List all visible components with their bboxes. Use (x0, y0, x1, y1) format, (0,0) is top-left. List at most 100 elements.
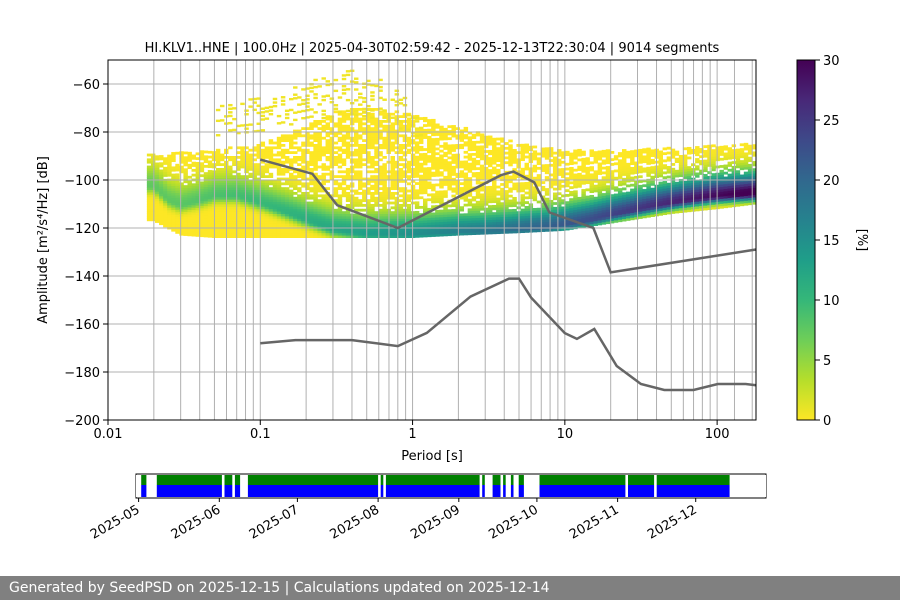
heatmap-cell (317, 165, 322, 169)
heatmap-cell (345, 98, 351, 102)
heatmap-cell (597, 184, 603, 187)
heatmap-cell (573, 183, 578, 186)
heatmap-cell (642, 150, 647, 154)
heatmap-cell (439, 228, 444, 232)
heatmap-cell (345, 109, 351, 113)
heatmap-cell (366, 170, 371, 174)
heatmap-cell (390, 194, 395, 198)
heatmap-cell (195, 193, 201, 197)
heatmap-cell (630, 191, 635, 194)
heatmap-cell (573, 223, 578, 227)
heatmap-cell (155, 198, 160, 202)
heatmap-cell (219, 213, 225, 217)
heatmap-cell (719, 157, 724, 161)
heatmap-cell (280, 216, 286, 219)
heatmap-cell (451, 230, 456, 234)
heatmap-cell (483, 150, 489, 153)
heatmap-cell (353, 151, 359, 154)
heatmap-cell (155, 169, 160, 173)
heatmap-cell (353, 189, 359, 193)
heatmap-cell (207, 215, 213, 219)
heatmap-cell (150, 153, 156, 157)
heatmap-cell (175, 190, 180, 194)
heatmap-cell (508, 225, 513, 229)
heatmap-cell (146, 196, 152, 200)
heatmap-cell (228, 172, 233, 176)
heatmap-cell (309, 144, 314, 147)
heatmap-cell (455, 218, 460, 222)
heatmap-cell (601, 171, 607, 175)
heatmap-cell (150, 201, 156, 205)
heatmap-cell (439, 132, 444, 136)
heatmap-cell (179, 211, 184, 215)
heatmap-cell (366, 134, 371, 138)
heatmap-cell (674, 203, 680, 207)
heatmap-cell (731, 185, 737, 188)
heatmap-cell (301, 172, 306, 176)
heatmap-cell (252, 206, 257, 210)
heatmap-cell (329, 208, 335, 212)
heatmap-cell (418, 179, 424, 183)
heatmap-cell (414, 206, 420, 209)
heatmap-cell (329, 235, 335, 238)
heatmap-cell (557, 199, 562, 203)
heatmap-cell (345, 124, 351, 128)
heatmap-cell (167, 209, 172, 213)
heatmap-cell (585, 157, 590, 161)
heatmap-cell (337, 194, 343, 198)
heatmap-cell (439, 233, 444, 237)
heatmap-cell (739, 176, 745, 180)
heatmap-cell (508, 223, 513, 227)
heatmap-cell (353, 136, 359, 140)
heatmap-cell (179, 153, 184, 157)
heatmap-cell (370, 184, 375, 188)
heatmap-cell (244, 182, 249, 186)
heatmap-cell (674, 157, 680, 161)
heatmap-cell (248, 105, 253, 108)
heatmap-cell (187, 211, 192, 215)
heatmap-cell (475, 152, 481, 156)
heatmap-cell (414, 158, 420, 161)
heatmap-cell (496, 190, 501, 194)
heatmap-cell (215, 170, 221, 174)
heatmap-cell (394, 151, 400, 154)
heatmap-cell (333, 208, 339, 212)
heatmap-cell (751, 161, 757, 164)
heatmap-cell (508, 201, 513, 205)
heatmap-cell (524, 196, 529, 200)
heatmap-cell (317, 223, 322, 226)
heatmap-cell (678, 195, 684, 199)
heatmap-cell (552, 218, 558, 222)
heatmap-cell (699, 172, 704, 175)
heatmap-cell (362, 177, 367, 181)
x-tick-label: 0.1 (250, 427, 271, 442)
heatmap-cell (219, 230, 225, 234)
heatmap-cell (662, 193, 668, 196)
heatmap-cell (394, 141, 400, 145)
heatmap-cell (228, 204, 233, 207)
heatmap-cell (179, 232, 184, 236)
heatmap-cell (699, 179, 704, 183)
heatmap-cell (244, 192, 249, 195)
heatmap-cell (341, 211, 347, 214)
heatmap-cell (532, 164, 538, 168)
heatmap-cell (252, 189, 257, 193)
heatmap-cell (626, 213, 631, 217)
heatmap-cell (252, 165, 257, 169)
heatmap-cell (423, 200, 428, 204)
heatmap-cell (264, 230, 270, 234)
heatmap-cell (747, 190, 753, 194)
heatmap-cell (183, 158, 188, 162)
heatmap-cell (455, 175, 460, 179)
heatmap-cell (585, 188, 590, 192)
heatmap-cell (293, 228, 298, 231)
heatmap-cell (658, 174, 663, 178)
heatmap-cell (146, 206, 152, 210)
heatmap-cell (297, 129, 302, 133)
heatmap-cell (544, 228, 550, 232)
heatmap-cell (597, 205, 603, 209)
heatmap-cell (329, 225, 335, 229)
heatmap-cell (276, 146, 282, 150)
heatmap-cell (630, 150, 635, 153)
heatmap-cell (289, 204, 294, 207)
